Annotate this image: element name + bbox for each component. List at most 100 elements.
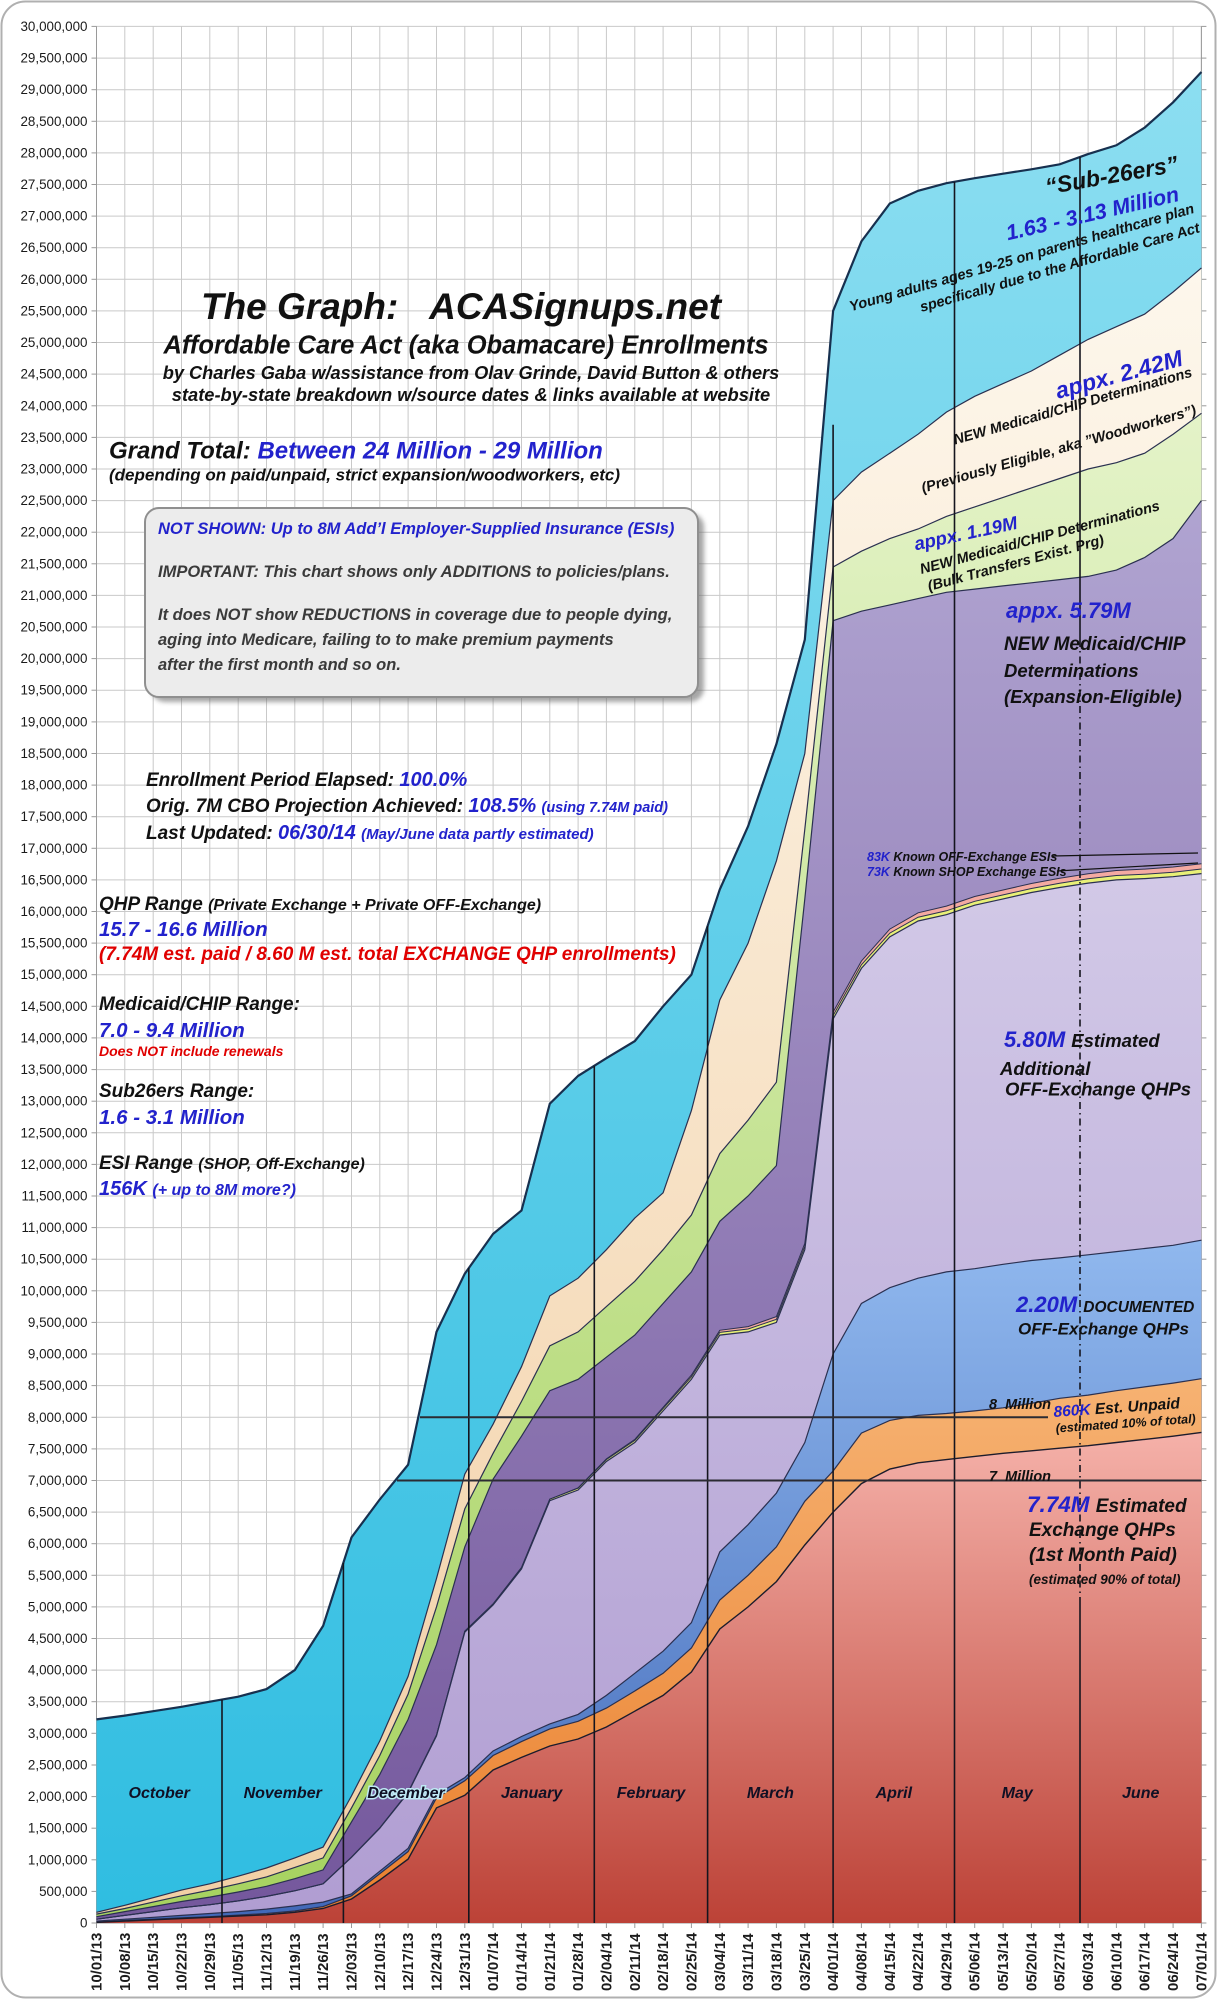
svg-text:23,000,000: 23,000,000 [20, 462, 87, 477]
svg-text:(1st Month Paid): (1st Month Paid) [1029, 1545, 1177, 1566]
svg-text:29,000,000: 29,000,000 [20, 82, 87, 97]
svg-text:May: May [1002, 1785, 1034, 1802]
svg-text:June: June [1122, 1785, 1159, 1802]
svg-text:2,500,000: 2,500,000 [28, 1758, 88, 1773]
svg-text:5,000,000: 5,000,000 [28, 1599, 88, 1614]
svg-text:IMPORTANT: This chart shows on: IMPORTANT: This chart shows only ADDITIO… [158, 563, 670, 581]
svg-text:9,000,000: 9,000,000 [28, 1347, 88, 1362]
svg-text:Enrollment Period Elapsed: 100: Enrollment Period Elapsed: 100.0% [146, 769, 467, 791]
svg-text:8 Million: 8 Million [989, 1397, 1051, 1413]
svg-text:26,000,000: 26,000,000 [20, 272, 87, 287]
svg-text:NEW Medicaid/CHIP: NEW Medicaid/CHIP [1004, 634, 1186, 655]
svg-text:after the first month and so o: after the first month and so on. [158, 656, 401, 674]
svg-text:20,000,000: 20,000,000 [20, 651, 87, 666]
svg-text:ESI Range (SHOP, Off-Exchange): ESI Range (SHOP, Off-Exchange) [99, 1153, 365, 1174]
svg-text:appx. 5.79M: appx. 5.79M [1006, 598, 1131, 623]
svg-text:28,500,000: 28,500,000 [20, 114, 87, 129]
svg-text:5.80M Estimated: 5.80M Estimated [1004, 1027, 1160, 1052]
svg-text:10/15/13: 10/15/13 [145, 1933, 162, 1991]
svg-text:November: November [244, 1785, 323, 1802]
svg-text:Exchange QHPs: Exchange QHPs [1029, 1520, 1176, 1541]
svg-text:18,500,000: 18,500,000 [20, 746, 87, 761]
svg-text:27,500,000: 27,500,000 [20, 177, 87, 192]
svg-text:04/22/14: 04/22/14 [910, 1932, 927, 1991]
svg-text:25,500,000: 25,500,000 [20, 303, 87, 318]
svg-text:24,000,000: 24,000,000 [20, 398, 87, 413]
svg-text:20,500,000: 20,500,000 [20, 620, 87, 635]
svg-text:10/22/13: 10/22/13 [174, 1933, 191, 1991]
svg-text:04/29/14: 04/29/14 [938, 1932, 955, 1991]
svg-text:8,000,000: 8,000,000 [28, 1410, 88, 1425]
svg-text:06/10/14: 06/10/14 [1108, 1932, 1125, 1991]
svg-text:(Expansion-Eligible): (Expansion-Eligible) [1004, 686, 1182, 707]
svg-text:17,000,000: 17,000,000 [20, 841, 87, 856]
svg-text:18,000,000: 18,000,000 [20, 778, 87, 793]
svg-text:02/11/14: 02/11/14 [627, 1933, 644, 1991]
svg-text:1.6 - 3.1 Million: 1.6 - 3.1 Million [99, 1106, 245, 1129]
svg-text:10/29/13: 10/29/13 [202, 1933, 219, 1991]
svg-text:01/21/14: 01/21/14 [542, 1932, 559, 1991]
svg-text:Additional: Additional [999, 1058, 1091, 1079]
svg-text:1,500,000: 1,500,000 [28, 1821, 88, 1836]
svg-text:10,500,000: 10,500,000 [20, 1252, 87, 1267]
svg-text:21,000,000: 21,000,000 [20, 588, 87, 603]
svg-text:24,500,000: 24,500,000 [20, 367, 87, 382]
svg-text:0: 0 [80, 1916, 87, 1931]
svg-text:10/01/13: 10/01/13 [89, 1933, 106, 1991]
svg-text:04/08/14: 04/08/14 [853, 1932, 870, 1991]
svg-text:02/18/14: 02/18/14 [655, 1932, 672, 1991]
svg-text:12,500,000: 12,500,000 [20, 1125, 87, 1140]
svg-text:04/15/14: 04/15/14 [882, 1932, 899, 1991]
svg-text:01/07/14: 01/07/14 [485, 1932, 502, 1991]
svg-text:8,500,000: 8,500,000 [28, 1378, 88, 1393]
svg-text:state-by-state breakdown w/sou: state-by-state breakdown w/source dates … [172, 384, 770, 405]
svg-text:January: January [501, 1785, 563, 1802]
svg-text:500,000: 500,000 [39, 1884, 87, 1899]
svg-text:22,500,000: 22,500,000 [20, 493, 87, 508]
svg-text:(estimated 90% of total): (estimated 90% of total) [1029, 1572, 1181, 1587]
svg-text:12/17/13: 12/17/13 [400, 1933, 417, 1991]
svg-text:02/25/14: 02/25/14 [683, 1932, 700, 1991]
svg-text:9,500,000: 9,500,000 [28, 1315, 88, 1330]
svg-text:83K Known OFF-Exchange ESIs: 83K Known OFF-Exchange ESIs [867, 850, 1057, 864]
svg-text:5,500,000: 5,500,000 [28, 1568, 88, 1583]
svg-text:3,000,000: 3,000,000 [28, 1726, 88, 1741]
svg-text:19,000,000: 19,000,000 [20, 714, 87, 729]
svg-text:12/10/13: 12/10/13 [372, 1933, 389, 1991]
svg-text:29,500,000: 29,500,000 [20, 51, 87, 66]
svg-text:15.7 - 16.6 Million: 15.7 - 16.6 Million [99, 918, 268, 941]
svg-text:February: February [617, 1785, 687, 1802]
svg-text:7 Million: 7 Million [989, 1469, 1051, 1485]
svg-text:01/28/14: 01/28/14 [570, 1932, 587, 1991]
svg-text:05/13/14: 05/13/14 [995, 1932, 1012, 1991]
svg-text:10/08/13: 10/08/13 [117, 1933, 134, 1991]
svg-text:06/24/14: 06/24/14 [1165, 1932, 1182, 1991]
svg-text:It does NOT show REDUCTIONS in: It does NOT show REDUCTIONS in coverage … [158, 606, 672, 624]
svg-text:07/01/14: 07/01/14 [1193, 1932, 1210, 1991]
svg-text:15,500,000: 15,500,000 [20, 936, 87, 951]
svg-text:06/03/14: 06/03/14 [1080, 1932, 1097, 1991]
svg-text:March: March [747, 1785, 794, 1802]
svg-text:11,000,000: 11,000,000 [21, 1220, 87, 1235]
svg-text:13,500,000: 13,500,000 [20, 1062, 87, 1077]
svg-text:QHP Range (Private Exchange +: QHP Range (Private Exchange + Private OF… [99, 894, 541, 915]
svg-text:19,500,000: 19,500,000 [20, 683, 87, 698]
svg-text:11/12/13: 11/12/13 [259, 1933, 276, 1991]
svg-text:30,000,000: 30,000,000 [20, 19, 87, 34]
svg-text:03/04/14: 03/04/14 [712, 1932, 729, 1991]
svg-text:05/06/14: 05/06/14 [967, 1932, 984, 1991]
svg-text:16,500,000: 16,500,000 [20, 872, 87, 887]
svg-text:23,500,000: 23,500,000 [20, 430, 87, 445]
svg-text:Last Updated: 06/30/14 (May/Ju: Last Updated: 06/30/14 (May/June data pa… [146, 822, 594, 844]
svg-text:OFF-Exchange QHPs: OFF-Exchange QHPs [1005, 1079, 1191, 1100]
svg-text:OFF-Exchange QHPs: OFF-Exchange QHPs [1018, 1320, 1189, 1339]
svg-text:Grand Total: Between 24 Millio: Grand Total: Between 24 Million - 29 Mil… [109, 438, 603, 465]
svg-text:7.74M Estimated: 7.74M Estimated [1027, 1492, 1187, 1517]
svg-text:05/27/14: 05/27/14 [1052, 1932, 1069, 1991]
svg-text:15,000,000: 15,000,000 [20, 967, 87, 982]
svg-text:(7.74M est. paid / 8.60 M est.: (7.74M est. paid / 8.60 M est. total EXC… [99, 944, 676, 965]
svg-text:14,000,000: 14,000,000 [20, 1030, 87, 1045]
svg-text:14,500,000: 14,500,000 [20, 999, 87, 1014]
svg-text:21,500,000: 21,500,000 [20, 556, 87, 571]
svg-text:6,000,000: 6,000,000 [28, 1536, 88, 1551]
